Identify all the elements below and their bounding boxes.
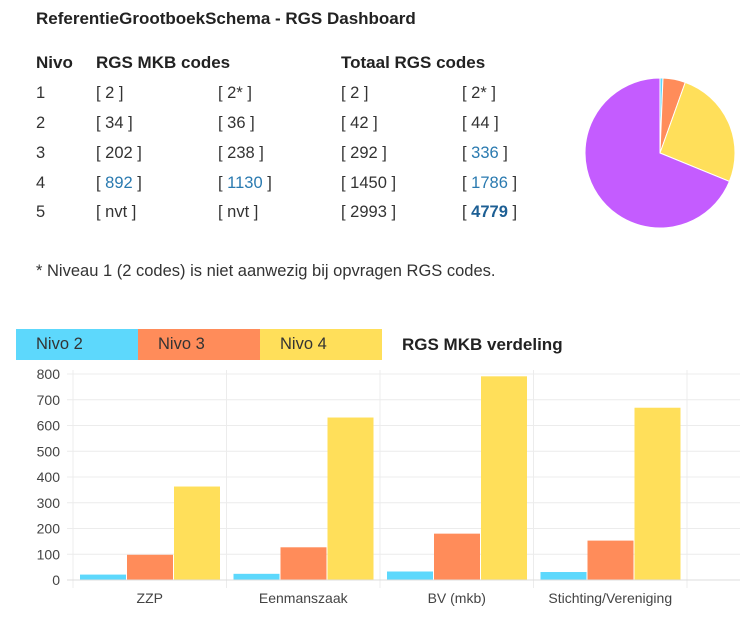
header-rgs-mkb-codes: RGS MKB codes: [96, 53, 231, 72]
table-cell-mkb-b: [ 238 ]: [218, 144, 264, 162]
table-cell-tot-a: [ 2 ]: [341, 84, 369, 102]
pie-chart: [584, 77, 736, 229]
legend-nivo-2[interactable]: Nivo 2: [16, 329, 138, 360]
bracket-close: ]: [507, 203, 518, 221]
bar-nivo-4[interactable]: [481, 376, 527, 580]
table-cell-tot-b: [ 336 ]: [462, 144, 508, 163]
table-cell-mkb-a: [ 34 ]: [96, 114, 133, 132]
code-count-link[interactable]: 1786: [471, 174, 508, 192]
bracket-open: [: [462, 144, 472, 162]
table-cell-tot-b: [ 1786 ]: [462, 174, 517, 193]
bar-nivo-3[interactable]: [434, 533, 480, 580]
table-cell-mkb-a: [ 892 ]: [96, 174, 142, 193]
bar-nivo-3[interactable]: [587, 540, 634, 580]
table-cell-mkb-a: [ 2 ]: [96, 84, 124, 102]
header-totaal-rgs-codes: Totaal RGS codes: [341, 53, 486, 72]
table-cell-tot-a: [ 1450 ]: [341, 174, 397, 192]
y-tick-label: 700: [37, 392, 61, 408]
y-tick-label: 500: [37, 443, 61, 459]
table-cell-nivo: 4: [36, 174, 46, 192]
bracket-close: ]: [507, 174, 518, 192]
table-cell-tot-a: [ 42 ]: [341, 114, 378, 132]
header-nivo: Nivo: [36, 53, 73, 72]
bracket-close: ]: [262, 174, 272, 192]
table-cell-tot-a: [ 292 ]: [341, 144, 387, 162]
page-title: ReferentieGrootboekSchema - RGS Dashboar…: [36, 9, 416, 28]
bracket-open: [: [96, 174, 106, 192]
x-tick-label: BV (mkb): [428, 590, 486, 606]
bracket-open: [: [218, 174, 228, 192]
code-count-link[interactable]: 1130: [227, 174, 263, 192]
code-count-link[interactable]: 336: [471, 144, 499, 162]
table-cell-mkb-b: [ 36 ]: [218, 114, 255, 132]
bracket-close: ]: [132, 174, 142, 192]
bar-nivo-4[interactable]: [634, 407, 681, 580]
legend-nivo-3[interactable]: Nivo 3: [138, 329, 260, 360]
y-tick-label: 800: [37, 366, 61, 382]
y-tick-label: 0: [52, 572, 60, 588]
table-cell-nivo: 5: [36, 203, 46, 221]
table-cell-nivo: 3: [36, 144, 46, 162]
code-count-link[interactable]: 4779: [471, 203, 508, 221]
y-tick-label: 300: [37, 495, 61, 511]
bar-nivo-2[interactable]: [80, 574, 126, 580]
bar-nivo-2[interactable]: [387, 571, 433, 580]
table-cell-tot-a: [ 2993 ]: [341, 203, 397, 221]
y-tick-label: 100: [37, 546, 61, 562]
bracket-close: ]: [498, 144, 508, 162]
x-tick-label: Stichting/Vereniging: [548, 590, 672, 606]
table-cell-tot-b: [ 4779 ]: [462, 203, 517, 222]
code-count-link[interactable]: 892: [105, 174, 133, 192]
pie-slice-nivo-5[interactable]: [584, 77, 731, 229]
bar-nivo-3[interactable]: [280, 547, 327, 580]
bar-nivo-2[interactable]: [233, 573, 280, 580]
table-cell-mkb-b: [ nvt ]: [218, 203, 259, 221]
x-tick-label: ZZP: [137, 590, 163, 606]
y-tick-label: 400: [37, 469, 61, 485]
bar-nivo-2[interactable]: [540, 572, 587, 580]
table-cell-nivo: 2: [36, 114, 46, 132]
x-tick-label: Eenmanszaak: [259, 590, 349, 606]
table-cell-mkb-a: [ 202 ]: [96, 144, 142, 162]
y-tick-label: 600: [37, 418, 61, 434]
y-tick-label: 200: [37, 521, 61, 537]
table-cell-mkb-b: [ 2* ]: [218, 84, 252, 102]
footnote: * Niveau 1 (2 codes) is niet aanwezig bi…: [36, 262, 496, 280]
chart-title: RGS MKB verdeling: [402, 335, 563, 354]
pie-slice-nivo-4[interactable]: [659, 81, 736, 183]
table-cell-tot-b: [ 44 ]: [462, 114, 499, 132]
bar-nivo-4[interactable]: [327, 417, 374, 580]
table-cell-mkb-a: [ nvt ]: [96, 203, 137, 221]
table-cell-mkb-b: [ 1130 ]: [218, 174, 272, 193]
bracket-open: [: [462, 203, 472, 221]
table-cell-nivo: 1: [36, 84, 46, 102]
table-cell-tot-b: [ 2* ]: [462, 84, 496, 102]
legend-nivo-4[interactable]: Nivo 4: [260, 329, 382, 360]
bracket-open: [: [462, 174, 472, 192]
bar-nivo-4[interactable]: [174, 486, 220, 580]
bar-nivo-3[interactable]: [127, 554, 173, 580]
